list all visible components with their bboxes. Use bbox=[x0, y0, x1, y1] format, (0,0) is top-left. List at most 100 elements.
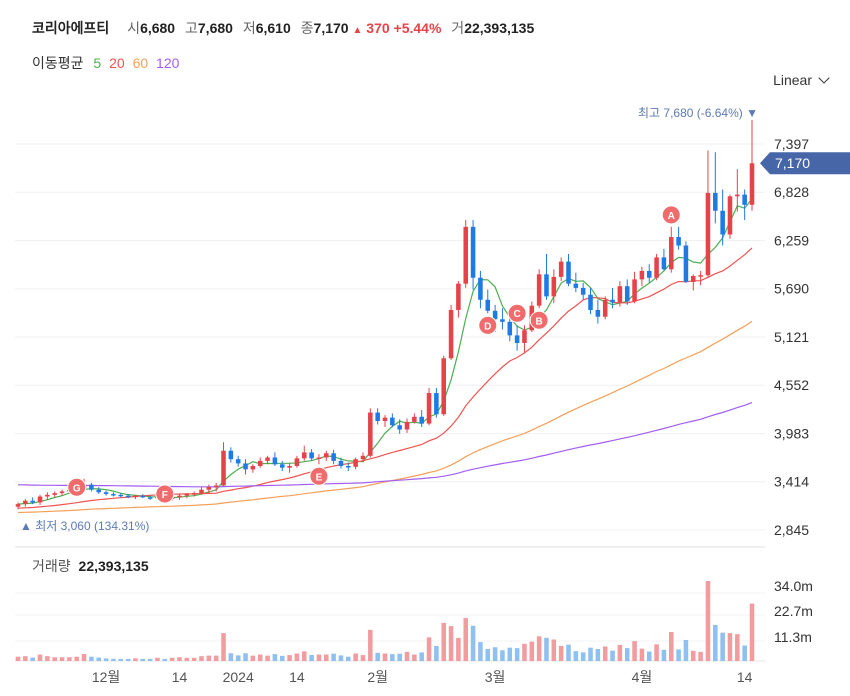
candle-body bbox=[184, 493, 190, 496]
volume-bar bbox=[199, 656, 204, 661]
volume-bar bbox=[257, 654, 263, 661]
volume-bar bbox=[111, 658, 116, 661]
volume-bar bbox=[30, 657, 35, 661]
candle-body bbox=[507, 321, 513, 336]
event-marker-circle bbox=[529, 310, 549, 330]
volume-bar bbox=[331, 653, 336, 661]
event-marker-f[interactable]: F bbox=[155, 484, 175, 504]
volume-bar bbox=[45, 656, 50, 661]
volume-bar bbox=[419, 652, 424, 661]
event-marker-e[interactable]: E bbox=[309, 466, 329, 486]
ma-60[interactable]: 60 bbox=[132, 55, 149, 71]
volume-bar bbox=[301, 651, 307, 661]
candle-body bbox=[309, 452, 314, 459]
candle-body bbox=[551, 276, 557, 297]
volume-bar bbox=[368, 629, 373, 661]
event-marker-label: G bbox=[73, 483, 81, 494]
candle-body bbox=[103, 492, 109, 494]
candle-body bbox=[125, 495, 131, 498]
candle-body bbox=[720, 210, 725, 235]
x-tick-label: 14 bbox=[172, 669, 188, 685]
candle-body bbox=[617, 286, 623, 303]
ma-5[interactable]: 5 bbox=[93, 55, 102, 71]
volume-bar bbox=[500, 650, 505, 661]
volume-bar bbox=[125, 658, 131, 661]
price-header: 코리아에프티 시6,680 고7,680 저6,610 종7,170 ▲ 370… bbox=[32, 18, 534, 38]
x-tick-label: 12월 bbox=[92, 669, 120, 685]
candle-body bbox=[698, 275, 703, 277]
volume-bar bbox=[441, 622, 446, 661]
volume-bar bbox=[346, 656, 351, 661]
candle-body bbox=[37, 496, 43, 503]
ma-120[interactable]: 120 bbox=[156, 55, 180, 71]
event-marker-a[interactable]: A bbox=[661, 205, 681, 225]
volume-bar bbox=[602, 646, 608, 661]
volume-bar bbox=[338, 655, 344, 661]
candle-body bbox=[661, 257, 667, 270]
volume-bar bbox=[279, 655, 285, 661]
volume-bar bbox=[191, 657, 197, 661]
event-marker-circle bbox=[661, 205, 681, 225]
ma-20[interactable]: 20 bbox=[109, 55, 125, 71]
volume-bar bbox=[536, 636, 542, 661]
candle-body bbox=[646, 270, 652, 278]
candle-body bbox=[610, 299, 615, 303]
current-price-tag bbox=[760, 152, 850, 175]
volume-bar bbox=[448, 626, 454, 661]
candle-body bbox=[580, 287, 586, 295]
volume-bar bbox=[228, 653, 234, 661]
volume-bar bbox=[404, 651, 410, 661]
high-label: 고 bbox=[185, 20, 198, 36]
volume-bar bbox=[588, 647, 593, 661]
candle-body bbox=[353, 459, 358, 467]
event-marker-c[interactable]: C bbox=[507, 303, 527, 323]
volume-bar bbox=[573, 651, 579, 661]
candle-body bbox=[15, 504, 21, 507]
candle-body bbox=[441, 358, 446, 415]
volume-bar bbox=[426, 637, 432, 661]
event-marker-g[interactable]: G bbox=[67, 477, 87, 497]
candle-body bbox=[177, 495, 182, 498]
candle-body bbox=[397, 425, 402, 430]
event-marker-b[interactable]: B bbox=[529, 310, 549, 330]
volume-bar bbox=[375, 652, 380, 661]
volume-bar bbox=[544, 637, 549, 661]
volume-bar bbox=[15, 656, 21, 661]
y-tick-label: 5,690 bbox=[774, 281, 809, 297]
scale-dropdown[interactable]: Linear bbox=[773, 72, 830, 88]
low-value: 6,610 bbox=[255, 20, 291, 36]
candle-body bbox=[316, 457, 322, 459]
ma-5-line bbox=[17, 198, 753, 505]
event-markers[interactable]: G F E D C B A bbox=[67, 205, 681, 504]
x-tick-label: 3월 bbox=[485, 669, 506, 685]
event-marker-d[interactable]: D bbox=[478, 315, 498, 335]
x-tick-label: 2월 bbox=[367, 669, 388, 685]
candle-body bbox=[133, 495, 138, 498]
candle-body bbox=[324, 453, 329, 458]
volume-bar bbox=[316, 654, 322, 661]
x-tick-label: 2024 bbox=[223, 669, 254, 685]
candle-body bbox=[213, 485, 219, 488]
volume-bar bbox=[551, 639, 557, 661]
volume-bar bbox=[566, 644, 571, 661]
y-tick-label: 6,828 bbox=[774, 184, 809, 200]
candle-body bbox=[235, 459, 241, 464]
event-marker-circle bbox=[478, 315, 498, 335]
y-tick-label: 4,552 bbox=[774, 377, 809, 393]
open-label: 시 bbox=[127, 20, 141, 36]
grid-lines bbox=[15, 143, 765, 662]
volume-bar bbox=[81, 654, 87, 661]
candle-body bbox=[221, 450, 226, 486]
volume-bar bbox=[735, 634, 740, 661]
volume-bar bbox=[37, 654, 43, 661]
candle-body bbox=[111, 493, 116, 496]
candle-body bbox=[375, 412, 380, 422]
volume-bar bbox=[742, 645, 747, 661]
volume-bar bbox=[713, 624, 718, 661]
event-marker-circle bbox=[507, 303, 527, 323]
x-tick-label: 14 bbox=[289, 669, 305, 685]
volume-bar bbox=[272, 654, 278, 661]
candle-body bbox=[522, 330, 527, 344]
close-label: 종 bbox=[300, 20, 314, 36]
